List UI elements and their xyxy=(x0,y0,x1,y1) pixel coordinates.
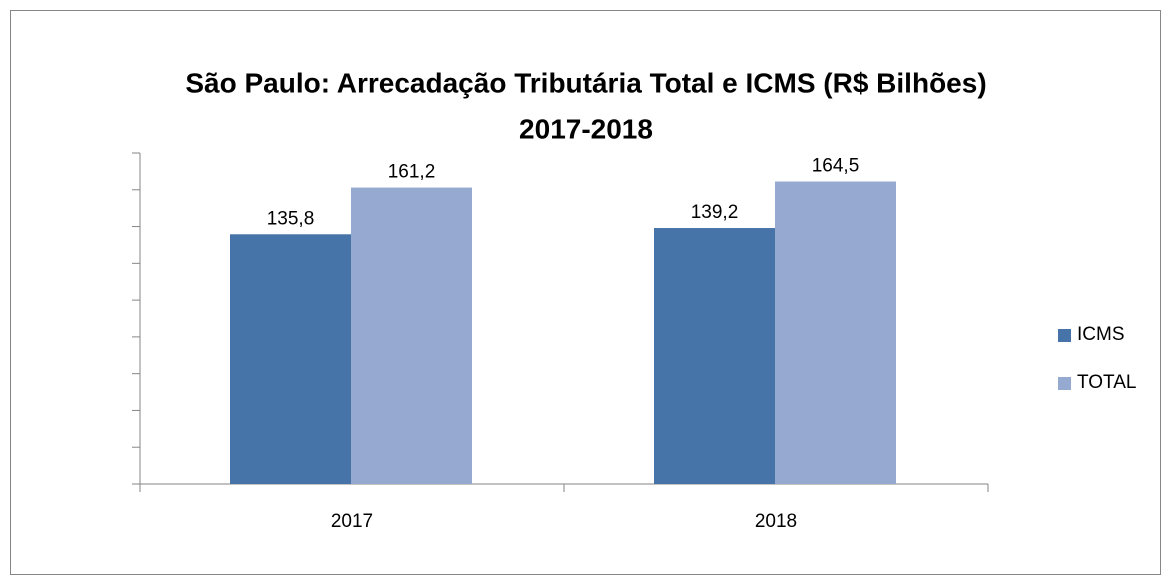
x-tick-label: 2018 xyxy=(755,511,797,532)
chart-title: São Paulo: Arrecadação Tributária Total … xyxy=(185,67,986,98)
bar xyxy=(775,181,896,484)
legend-label: TOTAL xyxy=(1077,372,1136,393)
chart-border xyxy=(10,10,1161,575)
bar xyxy=(351,187,472,484)
bar xyxy=(230,234,351,484)
data-label: 161,2 xyxy=(388,162,436,183)
chart-subtitle: 2017-2018 xyxy=(519,113,653,144)
data-label: 135,8 xyxy=(267,208,315,229)
data-label: 139,2 xyxy=(691,202,739,223)
legend-swatch xyxy=(1058,377,1071,390)
legend-label: ICMS xyxy=(1077,324,1125,345)
x-tick-label: 2017 xyxy=(331,511,373,532)
data-label: 164,5 xyxy=(812,156,860,177)
legend-swatch xyxy=(1058,329,1071,342)
bar xyxy=(654,228,775,484)
